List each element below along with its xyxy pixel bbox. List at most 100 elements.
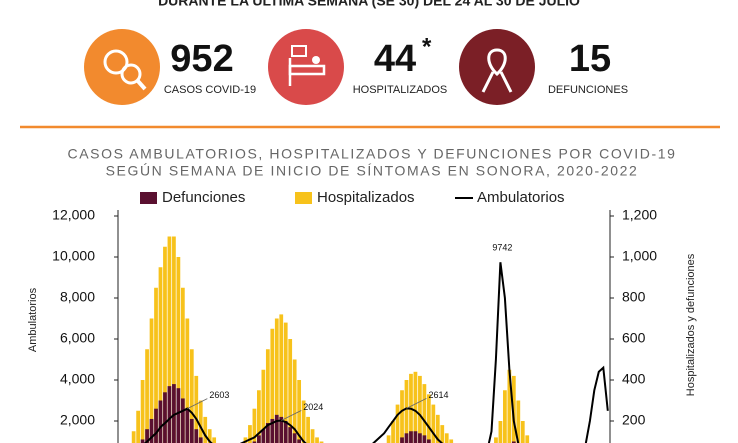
chart-title: SEGÚN SEMANA DE INICIO DE SÍNTOMAS EN SO… [106,163,639,179]
bar [274,318,279,443]
y2-axis-label: Hospitalizados y defunciones [685,253,697,396]
bar [257,435,261,443]
bar [422,435,427,443]
bar [158,400,163,443]
y2-tick-label: 800 [622,289,646,305]
bar [198,437,203,443]
bar [154,287,158,443]
bar [418,433,422,443]
legend-label: Ambulatorios [477,189,565,206]
bar [265,349,270,443]
y-axis-label: Ambulatorios [27,287,39,352]
plot: 2,000 4,000 6,000 8,000 10,000 12,000 200 400 60… [52,189,657,443]
bar [189,349,194,443]
bar [180,398,185,443]
bar [400,390,404,443]
bar [248,425,252,443]
kpi-value: 15 [569,38,611,80]
bar [149,418,154,443]
bar [261,369,266,443]
bar [409,431,413,443]
bar [194,375,199,443]
bar [400,437,404,443]
label-leader [187,398,208,409]
bar [440,425,445,443]
bar [131,431,136,443]
bar [167,236,172,443]
bar [163,246,167,443]
bar [163,392,167,443]
chart-title: CASOS AMBULATORIOS, HOSPITALIZADOS Y DEF… [68,146,677,162]
bar [180,287,185,443]
bar [243,437,248,443]
bar [498,421,503,443]
bar [422,384,427,443]
bar [194,429,199,443]
data-label: 9742 [492,243,512,253]
y2-tick-label: 200 [622,412,646,428]
bar [198,400,203,443]
bar [140,380,145,443]
label-leader [281,410,302,421]
y-tick-label: 2,000 [60,412,95,428]
kpi-icon-hosp [268,29,344,105]
y2-tick-label: 600 [622,330,646,346]
bar [172,384,176,443]
bar [185,408,190,443]
bar [503,390,507,443]
bar [185,318,190,443]
kpi-value: 44 [374,38,416,80]
y-tick-label: 8,000 [60,289,95,305]
bar [283,322,288,443]
bar [516,400,521,443]
y-tick-label: 12,000 [52,207,95,223]
bar [261,429,266,443]
bar [301,400,306,443]
y2-tick-label: 1,000 [622,248,657,264]
bar [167,386,172,443]
bar [449,439,454,443]
bar [404,433,409,443]
y2-tick-label: 400 [622,371,646,387]
bar [418,375,422,443]
bar [306,416,310,443]
bar [413,431,418,443]
bar [413,371,418,443]
y-tick-label: 6,000 [60,330,95,346]
bar [288,427,293,443]
legend-label: Hospitalizados [317,189,415,206]
legend-swatch [295,192,312,204]
kpi-label: HOSPITALIZADOS [353,84,448,96]
kpi-icon-cases [84,29,160,105]
bar [154,408,158,443]
bar [520,421,525,443]
bar [292,359,297,443]
bar [158,267,163,443]
kpi-value: 952 [170,38,233,80]
bar [189,418,194,443]
bar [444,433,449,443]
data-label: 2614 [428,390,448,400]
bar [257,390,261,443]
bar [511,375,516,443]
bar [279,314,284,443]
bar [426,439,431,443]
bar [140,439,145,443]
kpi-marker: * [422,33,432,60]
bar [426,394,431,443]
bar [274,414,279,443]
bar [288,339,293,443]
bar [386,435,391,443]
bar [172,236,176,443]
bar [207,429,212,443]
label-leader [406,398,427,409]
bar [297,439,302,443]
kpi-label: CASOS COVID-19 [164,84,256,96]
bar [431,404,436,443]
line [143,262,609,443]
data-label: 2603 [209,390,229,400]
bar [279,416,284,443]
bar [494,437,498,443]
